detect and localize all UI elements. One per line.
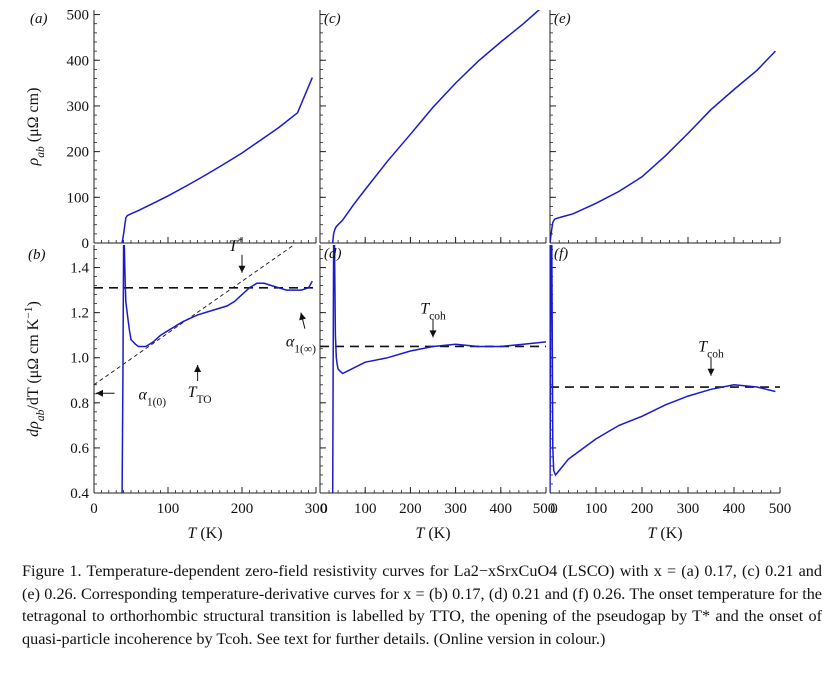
panel-e: (e) <box>549 10 781 244</box>
annotation-arrowhead <box>299 312 306 321</box>
data-series-line <box>331 245 546 493</box>
y-tick-label: 400 <box>67 53 90 69</box>
x-axis-label: T (K) <box>647 525 682 542</box>
x-tick-label: 0 <box>90 501 98 517</box>
annotation-arrowhead <box>194 365 202 372</box>
x-tick-label: 200 <box>631 501 654 517</box>
y-tick-label: 1.0 <box>70 351 89 367</box>
x-tick-label: 100 <box>585 501 608 517</box>
x-tick-label: 400 <box>490 501 513 517</box>
panel-b: 0.4 0.6 0.8 1.0 1.2 1.4 0 100 200 300 (b) T (K) dρab… <box>23 236 327 542</box>
annotation-label: Tcoh <box>698 339 724 361</box>
annotation-label: α1(∞) <box>286 334 316 356</box>
annotation-arrowhead <box>707 368 715 376</box>
panel-a: 0 100 200 300 400 500 (a) ρab (μΩ cm) <box>25 8 317 252</box>
annotation-arrowhead <box>238 265 246 273</box>
annotation-arrowhead <box>429 330 437 338</box>
y-tick-label: 500 <box>67 8 90 24</box>
x-tick-label: 500 <box>533 501 556 517</box>
x-tick-label: 400 <box>723 501 746 517</box>
y-tick-label: 0.8 <box>70 396 89 412</box>
y-tick-label: 1.2 <box>70 306 89 322</box>
annotation-label: T* <box>229 236 244 255</box>
y-tick-label: 200 <box>67 145 90 161</box>
panel-label: (a) <box>30 11 48 27</box>
annotation-label: Tcoh <box>420 300 446 322</box>
panel-label: (c) <box>324 11 341 27</box>
panel-label: (b) <box>28 247 46 263</box>
x-tick-label: 100 <box>157 501 180 517</box>
data-series-line <box>550 50 776 243</box>
panel-label: (d) <box>324 246 342 262</box>
y-axis-label: dρab/dT (μΩ cm K−1) <box>23 301 47 437</box>
annotation-label: TTO <box>188 384 212 406</box>
x-tick-label: 300 <box>305 501 328 517</box>
x-tick-label: 0 <box>320 501 328 517</box>
y-tick-label: 1.4 <box>70 261 89 277</box>
y-tick-label: 0.4 <box>70 486 89 502</box>
x-tick-label: 200 <box>399 501 422 517</box>
panel-label: (f) <box>554 246 568 262</box>
data-series-line <box>121 245 313 493</box>
x-tick-label: 200 <box>231 501 254 517</box>
guide-line <box>94 245 295 386</box>
y-tick-label: 0 <box>82 236 90 252</box>
figure-caption: Figure 1. Temperature-dependent zero-fie… <box>22 562 822 648</box>
panel-f: 0 100 200 300 400 500 (f) T (K) Tcoh <box>549 245 792 542</box>
data-series-line <box>121 77 313 243</box>
x-tick-label: 300 <box>677 501 700 517</box>
y-tick-label: 100 <box>67 190 90 206</box>
data-series-line <box>550 245 776 493</box>
annotation-label: α1(0) <box>139 386 167 408</box>
y-tick-label: 300 <box>67 99 90 115</box>
panel-c: (c) <box>319 10 547 244</box>
panel-label: (e) <box>554 11 571 27</box>
y-axis-label: ρab (μΩ cm) <box>25 88 47 167</box>
annotation-arrowhead <box>96 389 103 397</box>
x-tick-label: 500 <box>769 501 792 517</box>
panel-d: 0 100 200 300 400 500 (d) T (K) Tcoh <box>319 245 556 542</box>
y-tick-label: 0.6 <box>70 441 89 457</box>
x-tick-label: 100 <box>354 501 377 517</box>
x-tick-label: 0 <box>550 501 558 517</box>
data-series-line <box>331 10 541 243</box>
x-axis-label: T (K) <box>187 525 222 542</box>
x-tick-label: 300 <box>444 501 467 517</box>
x-axis-label: T (K) <box>415 525 450 542</box>
